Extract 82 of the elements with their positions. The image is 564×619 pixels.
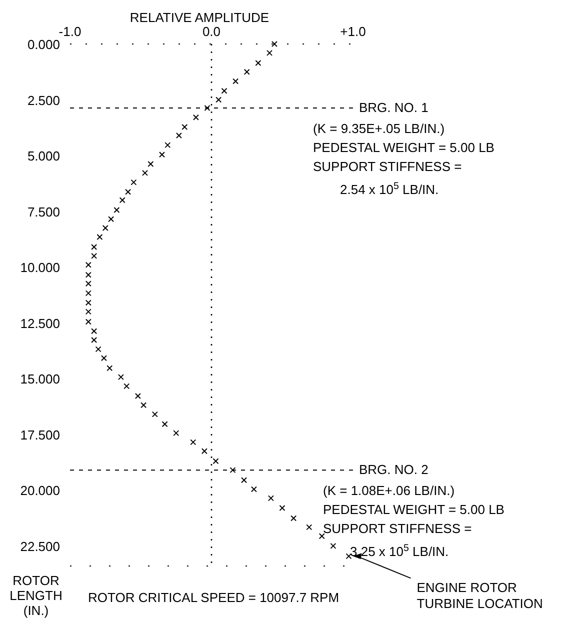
point xyxy=(85,280,92,287)
point xyxy=(182,124,188,130)
point xyxy=(250,486,257,492)
annotation: (K = 9.35E+.05 LB/IN.) xyxy=(313,121,445,136)
x-tick-label: 0.0 xyxy=(202,24,221,39)
point xyxy=(271,41,278,47)
point xyxy=(290,515,297,522)
point xyxy=(95,346,102,352)
point xyxy=(85,300,92,306)
point xyxy=(216,96,222,103)
point xyxy=(158,152,165,158)
point xyxy=(102,225,108,232)
annotation: PEDESTAL WEIGHT = 5.00 LB xyxy=(323,502,504,518)
point xyxy=(162,421,168,428)
point xyxy=(268,495,274,502)
point xyxy=(119,197,126,204)
point xyxy=(164,142,171,148)
point xyxy=(85,308,92,315)
annotation: PEDESTAL WEIGHT = 5.00 LB xyxy=(313,140,494,156)
point xyxy=(118,374,124,380)
text: ROTOR CRITICAL SPEED = 10097.7 RPM xyxy=(88,590,340,605)
point xyxy=(106,365,113,372)
annotation: SUPPORT STIFFNESS = xyxy=(313,159,462,174)
point xyxy=(85,290,92,296)
point xyxy=(91,328,98,334)
point xyxy=(255,60,262,66)
point xyxy=(108,216,114,222)
point xyxy=(91,337,98,344)
point xyxy=(96,234,103,240)
y-tick-label: 7.500 xyxy=(27,204,60,220)
point xyxy=(330,542,336,549)
point xyxy=(192,114,199,120)
point xyxy=(244,68,250,75)
point xyxy=(306,524,312,530)
y-tick-label: 15.000 xyxy=(20,372,60,387)
point xyxy=(152,411,158,418)
annotation: ENGINE ROTOR TURBINE LOCATION xyxy=(416,580,543,612)
point xyxy=(125,188,132,195)
point xyxy=(124,383,130,390)
point xyxy=(91,244,98,250)
y-tick-label: 20.000 xyxy=(20,483,60,498)
point xyxy=(230,467,236,474)
point xyxy=(85,262,92,268)
point xyxy=(173,430,180,436)
point xyxy=(148,161,154,168)
point xyxy=(232,78,239,84)
point xyxy=(266,50,273,56)
point xyxy=(201,448,208,454)
point xyxy=(318,533,325,540)
annotation: 3.25 x 10$^{5}$ LB/IN. xyxy=(350,542,449,560)
annotation: 2.54 x 10$^{5}$ LB/IN. xyxy=(340,180,439,198)
x-axis-title: RELATIVE AMPLITUDE xyxy=(130,10,270,25)
point xyxy=(114,206,120,213)
point xyxy=(140,402,147,408)
ref-line-label: BRG. NO. 1 xyxy=(359,100,428,116)
point xyxy=(85,318,92,325)
point xyxy=(142,170,148,176)
point xyxy=(190,439,196,446)
y-tick-label: 22.500 xyxy=(20,538,60,554)
y-axis-title: ROTOR LENGTH (IN.) xyxy=(10,573,62,618)
y-tick-label: 12.500 xyxy=(20,316,60,331)
y-tick-label: 0.000 xyxy=(27,37,60,52)
point xyxy=(134,393,141,400)
y-tick-label: 5.000 xyxy=(27,148,60,164)
point xyxy=(100,355,107,362)
point xyxy=(85,272,92,278)
point xyxy=(279,505,286,511)
point xyxy=(91,252,98,259)
y-tick-label: 17.500 xyxy=(20,427,60,442)
x-tick-label: +1.0 xyxy=(340,24,366,39)
point xyxy=(176,132,182,138)
point xyxy=(212,458,219,464)
ref-line-label: BRG. NO. 2 xyxy=(359,462,428,478)
point xyxy=(221,88,228,94)
annotation: (K = 1.08E+.06 LB/IN.) xyxy=(323,483,455,498)
annotation: SUPPORT STIFFNESS = xyxy=(323,521,472,536)
point xyxy=(204,105,210,112)
point xyxy=(241,477,248,484)
x-tick-label: -1.0 xyxy=(58,24,82,39)
y-tick-label: 2.500 xyxy=(27,92,60,108)
y-tick-label: 10.000 xyxy=(20,260,60,276)
point xyxy=(130,179,137,186)
